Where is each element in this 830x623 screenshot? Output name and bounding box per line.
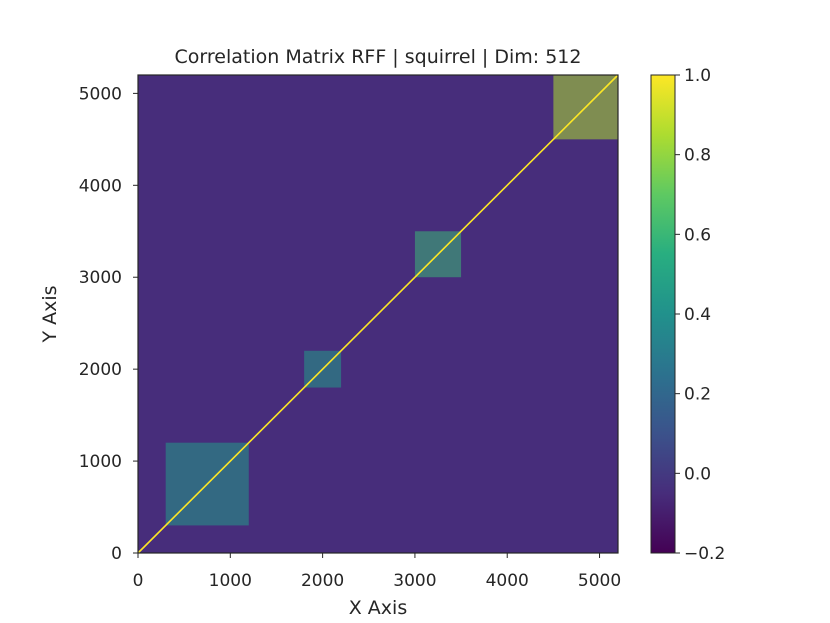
x-axis-ticks: 0 1000 2000 3000 4000 5000 [133,553,621,591]
y-tick-label: 2000 [79,360,122,380]
x-tick-label: 4000 [486,571,529,591]
colorbar-tick-label: −0.2 [684,544,725,564]
heatmap-area [137,74,619,554]
diagonal-line [137,74,619,554]
colorbar-ticks: −0.2 0.0 0.2 0.4 0.6 0.8 1.0 [675,66,725,564]
x-tick-label: 2000 [301,571,344,591]
colorbar [651,75,675,553]
y-axis-ticks: 0 1000 2000 3000 4000 5000 [79,84,138,564]
y-tick-label: 1000 [79,452,122,472]
plot-frame [137,74,619,554]
y-tick-label: 5000 [79,84,122,104]
colorbar-tick-label: 0.8 [684,146,711,166]
colorbar-tick-label: 0.0 [684,464,711,484]
colorbar-tick-label: 0.4 [684,305,711,325]
x-tick-label: 3000 [393,571,436,591]
y-tick-label: 4000 [79,176,122,196]
colorbar-tick-label: 0.6 [684,225,711,245]
x-tick-label: 0 [133,571,144,591]
y-tick-label: 0 [111,544,122,564]
y-axis-label: Y Axis [39,285,61,343]
x-axis-label: X Axis [349,597,407,619]
colorbar-tick-label: 1.0 [684,66,711,86]
colorbar-tick-label: 0.2 [684,385,711,405]
chart-title: Correlation Matrix RFF | squirrel | Dim:… [175,46,582,68]
x-tick-label: 5000 [578,571,621,591]
x-tick-label: 1000 [209,571,252,591]
y-tick-label: 3000 [79,268,122,288]
